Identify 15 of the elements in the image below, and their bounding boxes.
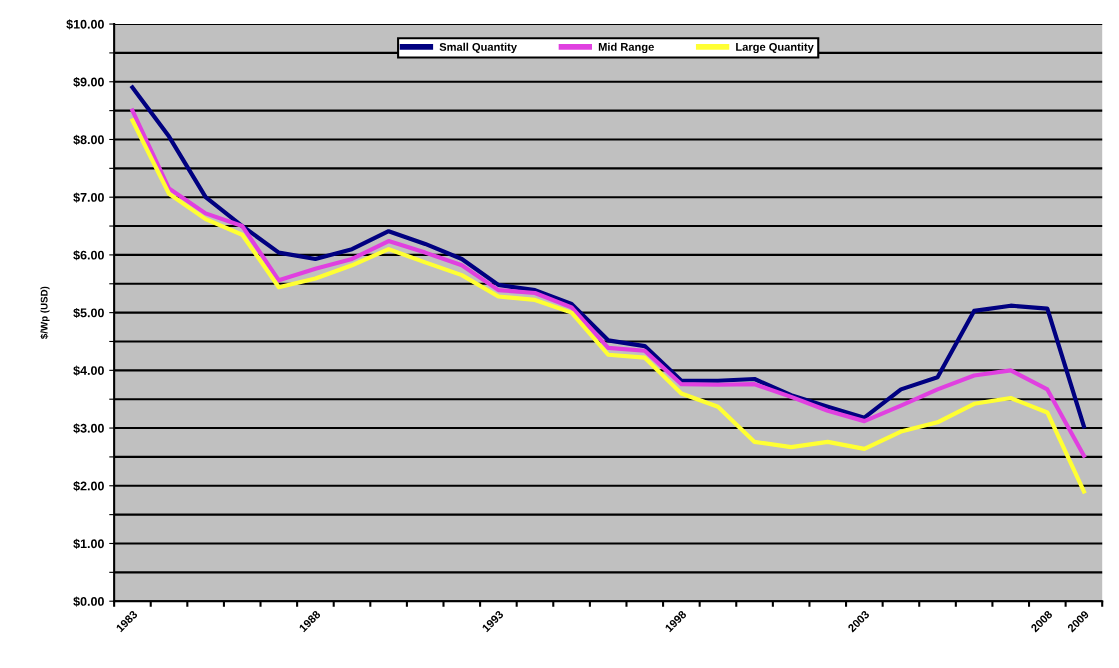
y-tick-label: $1.00 — [73, 538, 104, 549]
y-tick-label: $8.00 — [73, 134, 104, 145]
y-tick-label: $3.00 — [73, 423, 104, 434]
legend-label: Mid Range — [598, 42, 654, 54]
y-tick-label: $6.00 — [73, 250, 104, 261]
y-tick-label: $10.00 — [66, 19, 104, 30]
y-tick-label: $5.00 — [73, 307, 104, 319]
y-tick-label: $0.00 — [73, 596, 104, 607]
y-tick-label: $4.00 — [73, 365, 104, 376]
y-tick-label: $9.00 — [73, 77, 104, 88]
legend-label: Large Quantity — [736, 42, 814, 54]
legend-label: Small Quantity — [439, 42, 517, 54]
y-tick-label: $2.00 — [73, 481, 104, 492]
y-tick-label: $7.00 — [73, 192, 104, 203]
y-axis-title: $/Wp (USD) — [40, 286, 50, 339]
